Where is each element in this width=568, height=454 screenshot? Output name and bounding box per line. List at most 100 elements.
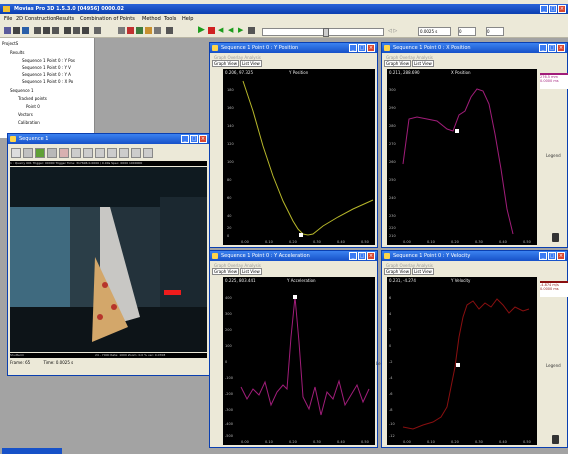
- chart-icon[interactable]: [118, 27, 125, 34]
- import-icon[interactable]: [52, 27, 59, 34]
- new-icon[interactable]: [4, 27, 11, 34]
- graph-menu[interactable]: Graph Overlay Analysis: [214, 55, 261, 60]
- stop-icon[interactable]: [208, 27, 215, 34]
- calibrate-icon[interactable]: [71, 148, 81, 158]
- track-icon[interactable]: [35, 148, 45, 158]
- time-field[interactable]: 0.0025 s: [418, 27, 451, 36]
- camera-icon[interactable]: [34, 27, 41, 34]
- zoom-in-icon[interactable]: [95, 148, 105, 158]
- minimize-button[interactable]: _: [540, 5, 548, 13]
- tree-result-item[interactable]: Sequence 1 Point 0 : X Po: [22, 79, 74, 84]
- graph-menu[interactable]: Graph Overlay Analysis: [386, 55, 433, 60]
- menu-help[interactable]: Help: [182, 16, 194, 22]
- tree-result-item[interactable]: Sequence 1 Point 0 : Y Pos: [22, 58, 75, 63]
- marker-icon[interactable]: [127, 27, 134, 34]
- menu-method[interactable]: Method: [142, 16, 161, 22]
- close-button[interactable]: ×: [367, 44, 375, 52]
- tree-vectors[interactable]: Vectors: [18, 112, 33, 117]
- graph-window-caption[interactable]: Sequence 1 Point 0 : Y Acceleration _ □ ×: [210, 251, 377, 261]
- tab-graph-view[interactable]: Graph View: [212, 60, 240, 67]
- tree-results[interactable]: Results: [10, 50, 25, 55]
- close-button[interactable]: ×: [558, 5, 566, 13]
- save-icon[interactable]: [22, 27, 29, 34]
- pencil-icon[interactable]: [11, 148, 21, 158]
- tab-list-view[interactable]: List View: [412, 268, 434, 275]
- close-button[interactable]: ×: [367, 252, 375, 260]
- arrow-icon[interactable]: [154, 27, 161, 34]
- minimize-button[interactable]: _: [349, 44, 357, 52]
- minimize-button[interactable]: _: [539, 252, 547, 260]
- frame-field-2[interactable]: 0: [486, 27, 504, 36]
- tab-graph-view[interactable]: Graph View: [384, 268, 412, 275]
- close-button[interactable]: ×: [557, 44, 565, 52]
- menu-tools[interactable]: Tools: [164, 16, 177, 22]
- maximize-button[interactable]: □: [358, 252, 366, 260]
- step-back-icon[interactable]: ◀: [218, 26, 224, 34]
- record-icon[interactable]: [248, 27, 255, 34]
- minimize-button[interactable]: _: [181, 135, 189, 143]
- graph-plot[interactable]: 0.225, 803.441 Y Acceleration 400 300 20…: [223, 277, 375, 445]
- menu-2d-construction[interactable]: 2D Construction: [16, 16, 57, 22]
- hand-icon[interactable]: [83, 148, 93, 158]
- minimize-button[interactable]: _: [539, 44, 547, 52]
- window-icon[interactable]: [73, 27, 80, 34]
- timeline-thumb[interactable]: [323, 28, 329, 37]
- search-icon[interactable]: [166, 27, 173, 34]
- maximize-button[interactable]: □: [190, 135, 198, 143]
- maximize-button[interactable]: □: [548, 44, 556, 52]
- maximize-button[interactable]: □: [358, 44, 366, 52]
- tab-graph-view[interactable]: Graph View: [384, 60, 412, 67]
- graph-plot[interactable]: 0.206, 97.325 Y Position 180 160 140 120…: [223, 69, 375, 245]
- minimize-button[interactable]: _: [349, 252, 357, 260]
- menu-results[interactable]: Results: [56, 16, 75, 22]
- trash-icon[interactable]: [552, 435, 559, 444]
- close-button[interactable]: ×: [199, 135, 207, 143]
- graph-menu[interactable]: Graph Overlay Analysis: [386, 263, 433, 268]
- frame-arrows[interactable]: ◁ ▷: [388, 28, 398, 34]
- maximize-button[interactable]: □: [549, 5, 557, 13]
- edit-icon[interactable]: [23, 148, 33, 158]
- sequence-icon[interactable]: [43, 27, 50, 34]
- sequence-window-caption[interactable]: Sequence 1 _ □ ×: [8, 134, 209, 144]
- settings-icon[interactable]: [143, 148, 153, 158]
- rewind-icon[interactable]: ◀: [228, 26, 234, 34]
- tab-graph-view[interactable]: Graph View: [212, 268, 240, 275]
- maximize-button[interactable]: □: [548, 252, 556, 260]
- tree-point[interactable]: Point 0: [26, 104, 40, 109]
- graph-window-caption[interactable]: Sequence 1 Point 0 : Y Velocity _ □ ×: [382, 251, 567, 261]
- graph-window-caption[interactable]: Sequence 1 Point 0 : X Position _ □ ×: [382, 43, 567, 53]
- zoom-fit-icon[interactable]: [119, 148, 129, 158]
- tree-calibration[interactable]: Calibration: [18, 120, 40, 125]
- tree-sequence[interactable]: Sequence 1: [10, 88, 34, 93]
- graph-menu[interactable]: Graph Overlay Analysis: [214, 263, 261, 268]
- tab-list-view[interactable]: List View: [240, 60, 262, 67]
- graph-window-caption[interactable]: Sequence 1 Point 0 : Y Position _ □ ×: [210, 43, 377, 53]
- step-forward-icon[interactable]: ▶: [238, 26, 244, 34]
- tracking-icon[interactable]: [145, 27, 152, 34]
- open-icon[interactable]: [13, 27, 20, 34]
- tab-list-view[interactable]: List View: [240, 268, 262, 275]
- fullscreen-icon[interactable]: [131, 148, 141, 158]
- graph-plot[interactable]: 0.231, -4.274 Y Velocity 6 4 2 0 -2 -4 -…: [387, 277, 537, 445]
- ellipse-icon[interactable]: [47, 148, 57, 158]
- video-frame[interactable]: [10, 167, 207, 352]
- tree-project[interactable]: ProjectS: [2, 41, 19, 46]
- tab-list-view[interactable]: List View: [412, 60, 434, 67]
- close-button[interactable]: ×: [557, 252, 565, 260]
- frame-field-1[interactable]: 0: [458, 27, 476, 36]
- zoom-out-icon[interactable]: [107, 148, 117, 158]
- tree-tracked-points[interactable]: Tracked points: [18, 96, 47, 101]
- graph-plot[interactable]: 0.211, 288.690 X Position 300 290 280 27…: [387, 69, 537, 245]
- minimized-window-tab[interactable]: [2, 448, 62, 454]
- menu-combination-of-points[interactable]: Combination of Points: [80, 16, 135, 22]
- tree-result-item[interactable]: Sequence 1 Point 0 : Y A: [22, 72, 71, 77]
- menu-file[interactable]: File: [4, 16, 13, 22]
- tree-result-item[interactable]: Sequence 1 Point 0 : Y V: [22, 65, 71, 70]
- trash-icon[interactable]: [552, 233, 559, 242]
- timeline-slider[interactable]: [262, 28, 384, 37]
- zoom-icon[interactable]: [94, 27, 101, 34]
- line-icon[interactable]: [59, 148, 69, 158]
- play-icon[interactable]: ▶: [198, 25, 205, 35]
- pen-icon[interactable]: [136, 27, 143, 34]
- grid-icon[interactable]: [64, 27, 71, 34]
